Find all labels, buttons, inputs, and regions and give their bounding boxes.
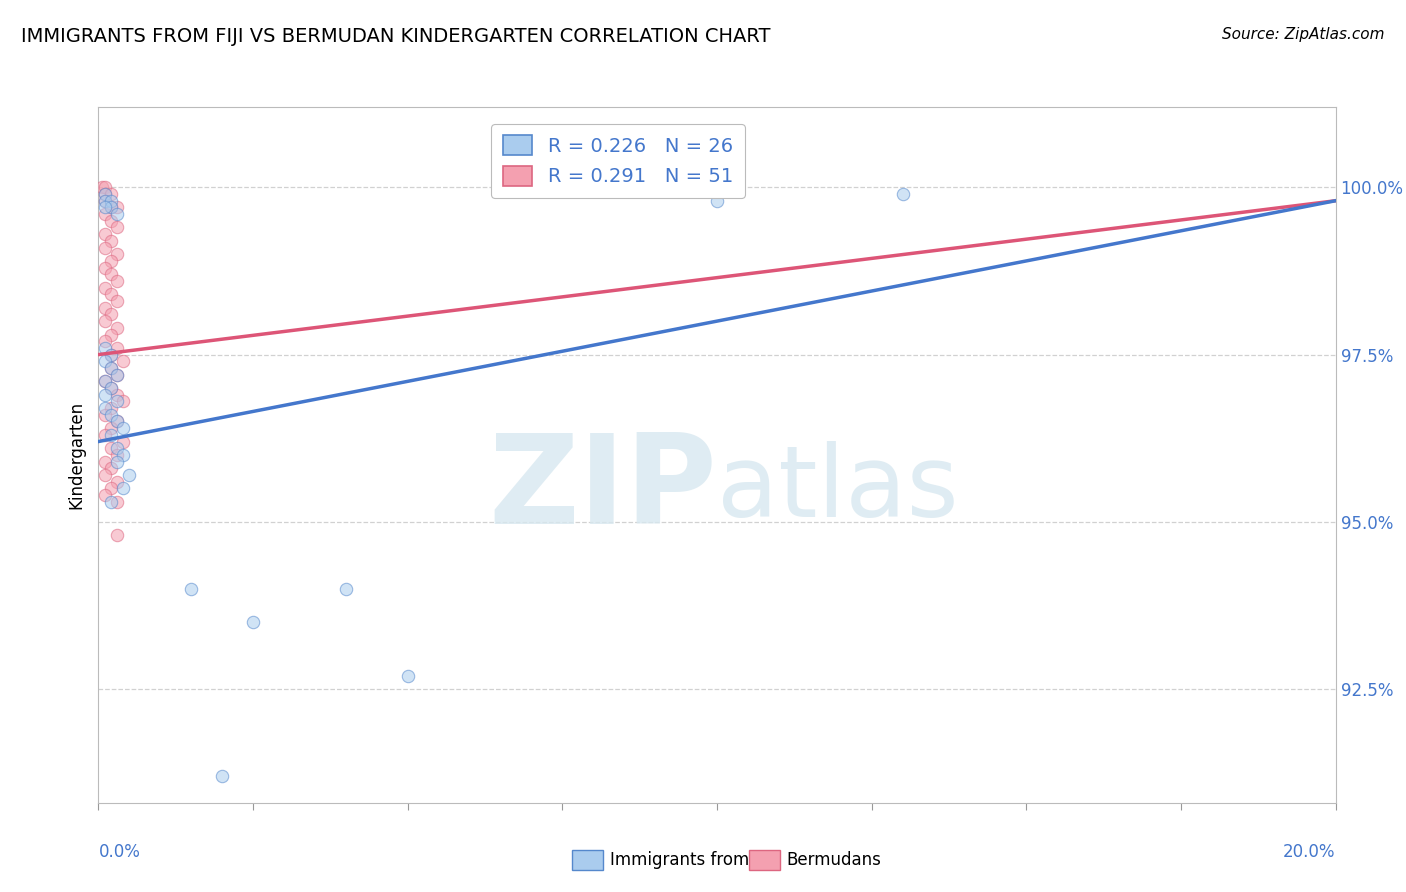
Point (93, 467, 115, 482)
Point (112, 354, 135, 368)
Point (105, 528, 128, 542)
Point (100, 428, 122, 442)
Point (112, 434, 135, 449)
Point (93, 341, 115, 355)
Point (100, 308, 122, 322)
Point (100, 213, 122, 227)
Point (93, 401, 115, 416)
Point (93, 374, 115, 388)
Point (105, 387, 128, 401)
Point (891, 186, 914, 201)
Y-axis label: Kindergarten: Kindergarten (67, 401, 86, 509)
Point (93, 180, 115, 194)
Point (93, 194, 115, 208)
Point (93, 314, 115, 328)
Point (100, 360, 122, 375)
Point (93, 227, 115, 241)
Point (93, 186, 115, 201)
Point (180, 582, 202, 596)
Point (100, 461, 122, 475)
Point (100, 194, 122, 208)
Text: IMMIGRANTS FROM FIJI VS BERMUDAN KINDERGARTEN CORRELATION CHART: IMMIGRANTS FROM FIJI VS BERMUDAN KINDERG… (21, 27, 770, 45)
Point (105, 200, 128, 214)
Legend: R = 0.226   N = 26, R = 0.291   N = 51: R = 0.226 N = 26, R = 0.291 N = 51 (492, 124, 745, 198)
Point (93, 260, 115, 275)
Point (93, 488, 115, 502)
Point (100, 441, 122, 455)
Point (105, 415, 128, 429)
Point (100, 494, 122, 508)
Point (100, 347, 122, 361)
Point (105, 274, 128, 288)
Point (93, 374, 115, 388)
Point (105, 247, 128, 261)
Text: Bermudans: Bermudans (787, 851, 882, 869)
Point (100, 200, 122, 214)
Point (242, 615, 264, 629)
Point (93, 454, 115, 468)
Point (112, 448, 135, 462)
Text: 20.0%: 20.0% (1284, 843, 1336, 861)
Text: Source: ZipAtlas.com: Source: ZipAtlas.com (1222, 27, 1385, 42)
Point (112, 394, 135, 409)
Point (706, 194, 728, 208)
Point (90, 180, 112, 194)
Point (112, 421, 135, 435)
Point (105, 294, 128, 309)
Point (100, 287, 122, 301)
Point (100, 408, 122, 422)
Point (105, 220, 128, 235)
Point (100, 347, 122, 361)
Point (93, 334, 115, 348)
Point (105, 441, 128, 455)
Point (112, 481, 135, 495)
Point (100, 327, 122, 342)
Text: atlas: atlas (717, 442, 959, 538)
Point (93, 240, 115, 254)
Point (93, 354, 115, 368)
Text: Immigrants from Fiji: Immigrants from Fiji (610, 851, 778, 869)
Point (105, 320, 128, 334)
Point (100, 186, 122, 201)
Text: 0.0%: 0.0% (98, 843, 141, 861)
Point (93, 200, 115, 214)
Point (335, 582, 357, 596)
Point (100, 381, 122, 395)
Point (100, 401, 122, 416)
Point (93, 301, 115, 315)
Point (100, 268, 122, 282)
Point (100, 421, 122, 435)
Point (105, 368, 128, 382)
Point (100, 360, 122, 375)
Point (105, 368, 128, 382)
Point (93, 281, 115, 295)
Point (100, 381, 122, 395)
Point (100, 253, 122, 268)
Point (105, 475, 128, 489)
Point (105, 207, 128, 221)
Point (211, 769, 233, 783)
Point (93, 408, 115, 422)
Point (582, 180, 605, 194)
Point (100, 481, 122, 495)
Point (105, 415, 128, 429)
Point (93, 387, 115, 401)
Point (93, 186, 115, 201)
Text: ZIP: ZIP (488, 429, 717, 550)
Point (93, 207, 115, 221)
Point (100, 234, 122, 248)
Point (105, 448, 128, 462)
Point (105, 454, 128, 468)
Point (118, 467, 141, 482)
Point (93, 194, 115, 208)
Point (105, 341, 128, 355)
Point (396, 668, 419, 682)
Point (105, 394, 128, 409)
Point (100, 200, 122, 214)
Point (105, 494, 128, 508)
Point (93, 428, 115, 442)
